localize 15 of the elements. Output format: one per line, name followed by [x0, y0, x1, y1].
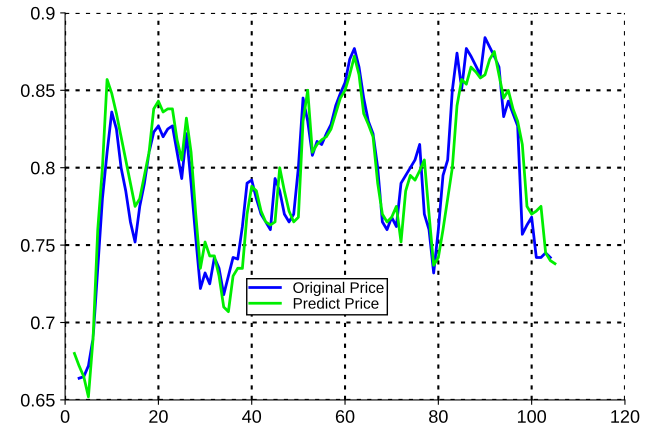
y-tick-label: 0.85: [20, 84, 55, 98]
y-tick-label: 0.8: [30, 162, 55, 174]
legend-label: Original Price: [293, 282, 384, 296]
x-tick-label: 40: [242, 410, 262, 423]
x-tick-label: 20: [149, 410, 168, 423]
y-tick-label: 0.65: [20, 394, 55, 407]
y-tick-label: 0.75: [20, 239, 55, 252]
x-tick-label: 100: [518, 410, 546, 423]
x-tick-label: 120: [611, 410, 640, 423]
x-tick-label: 0: [60, 410, 70, 423]
legend-label: Predict Price: [294, 298, 378, 309]
x-tick-label: 80: [429, 410, 448, 423]
y-tick-label: 0.7: [30, 316, 54, 330]
y-tick-label: 0.9: [30, 6, 55, 20]
x-tick-label: 60: [336, 410, 354, 423]
